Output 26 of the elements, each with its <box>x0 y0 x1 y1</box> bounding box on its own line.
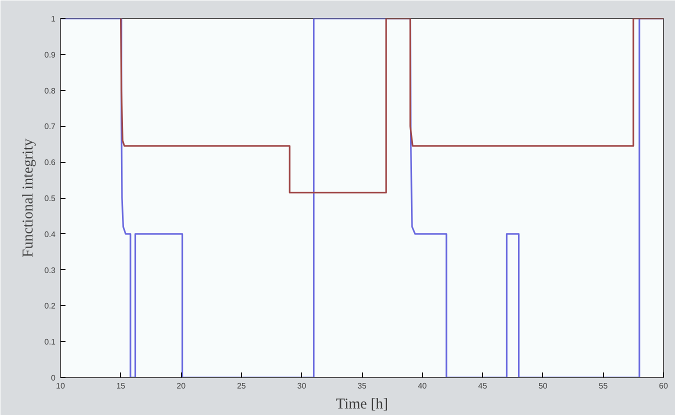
y-tick-label: 1 <box>51 14 56 24</box>
y-axis-title: Functional integrity <box>20 138 36 258</box>
x-tick-label: 50 <box>538 382 548 390</box>
y-tick-label: 0.3 <box>44 266 56 275</box>
x-tick-label: 25 <box>236 382 246 390</box>
x-tick-label: 15 <box>116 382 126 390</box>
x-tick-label: 30 <box>297 382 307 390</box>
x-tick-label: 35 <box>358 382 367 390</box>
y-tick-label: 0.5 <box>44 194 56 203</box>
x-tick-label: 55 <box>598 382 608 390</box>
x-axis-title: Time [h] <box>336 396 388 412</box>
y-tick-label: 0 <box>51 374 56 382</box>
x-tick-label: 45 <box>478 382 488 390</box>
y-tick-label: 0.8 <box>44 86 56 96</box>
y-tick-label: 0.6 <box>44 158 56 168</box>
x-tick-label: 10 <box>56 382 66 390</box>
line-series <box>120 18 664 194</box>
x-tick-label: 20 <box>176 382 186 390</box>
x-tick-label: 40 <box>418 382 428 390</box>
line-series <box>60 18 664 378</box>
x-tick-label: 60 <box>659 382 668 390</box>
y-tick-label: 0.9 <box>44 50 56 60</box>
y-tick-label: 0.7 <box>44 122 56 132</box>
y-tick-label: 0.4 <box>44 230 56 239</box>
y-tick-label: 0.1 <box>44 338 56 347</box>
y-tick-label: 0.2 <box>44 302 56 311</box>
